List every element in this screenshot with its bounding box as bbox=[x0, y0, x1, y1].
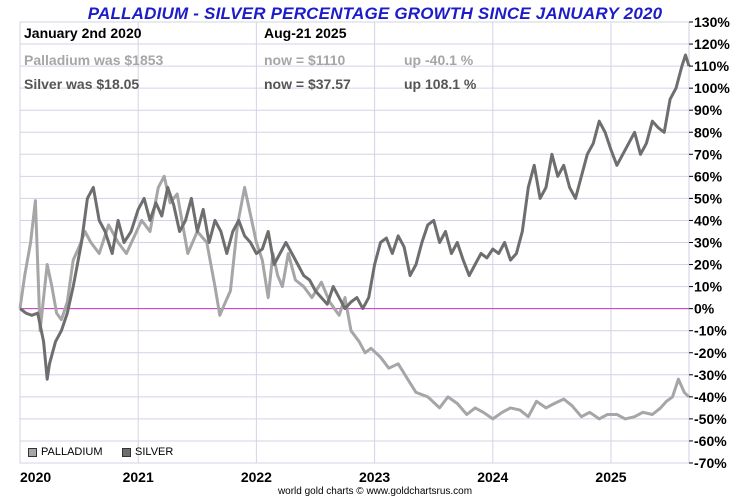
y-tick-label: 10% bbox=[694, 279, 723, 295]
legend-silver-label: SILVER bbox=[135, 446, 174, 458]
x-axis-ticks: 2020 2021 2022 2023 2024 2025 bbox=[20, 469, 627, 485]
y-tick-label: 90% bbox=[694, 102, 723, 118]
header-end-date: Aug-21 2025 bbox=[264, 25, 347, 41]
header-start-date: January 2nd 2020 bbox=[24, 25, 142, 41]
y-tick-label: -50% bbox=[694, 411, 727, 427]
y-tick-label: 60% bbox=[694, 168, 723, 184]
legend-silver: SILVER bbox=[122, 446, 173, 458]
y-tick-label: 130% bbox=[694, 14, 730, 30]
silver-current-price: now = $37.57 bbox=[264, 76, 351, 92]
legend-silver-swatch bbox=[122, 447, 131, 457]
y-tick-label: 0% bbox=[694, 301, 715, 317]
y-tick-label: 80% bbox=[694, 124, 723, 140]
palladium-start-price: Palladium was $1853 bbox=[24, 52, 164, 68]
y-tick-label: -30% bbox=[694, 367, 727, 383]
silver-change: up 108.1 % bbox=[404, 76, 477, 92]
chart-title: PALLADIUM - SILVER PERCENTAGE GROWTH SIN… bbox=[87, 4, 663, 23]
x-tick-label: 2020 bbox=[20, 469, 51, 485]
x-tick-label: 2023 bbox=[359, 469, 390, 485]
y-tick-label: 50% bbox=[694, 190, 723, 206]
y-tick-label: 30% bbox=[694, 235, 723, 251]
footer-credit: world gold charts © www.goldchartsrus.co… bbox=[277, 486, 473, 497]
y-tick-label: 40% bbox=[694, 212, 723, 228]
x-tick-label: 2025 bbox=[595, 469, 626, 485]
y-tick-label: 70% bbox=[694, 146, 723, 162]
y-tick-label: -70% bbox=[694, 455, 727, 471]
series-layer bbox=[18, 53, 691, 421]
palladium-series-line bbox=[18, 174, 691, 421]
y-tick-label: 20% bbox=[694, 257, 723, 273]
x-tick-label: 2022 bbox=[241, 469, 272, 485]
y-tick-label: 110% bbox=[694, 58, 730, 74]
y-tick-label: 120% bbox=[694, 36, 730, 52]
y-tick-label: -60% bbox=[694, 433, 727, 449]
x-tick-label: 2021 bbox=[123, 469, 154, 485]
y-tick-label: 100% bbox=[694, 80, 730, 96]
palladium-current-price: now = $1110 bbox=[264, 52, 346, 68]
x-tick-label: 2024 bbox=[477, 469, 508, 485]
legend-palladium: PALLADIUM bbox=[28, 446, 103, 458]
silver-series-line bbox=[19, 53, 691, 381]
y-tick-label: -10% bbox=[694, 323, 727, 339]
y-axis-ticks: 130% 120% 110% 100% 90% 80% 70% 60% 50% 40% 30% 20%… bbox=[689, 14, 730, 471]
legend-palladium-label: PALLADIUM bbox=[41, 446, 103, 458]
palladium-change: up -40.1 % bbox=[404, 52, 474, 68]
y-tick-label: -40% bbox=[694, 389, 727, 405]
y-tick-label: -20% bbox=[694, 345, 727, 361]
legend-palladium-swatch bbox=[28, 447, 37, 457]
silver-start-price: Silver was $18.05 bbox=[24, 76, 140, 92]
